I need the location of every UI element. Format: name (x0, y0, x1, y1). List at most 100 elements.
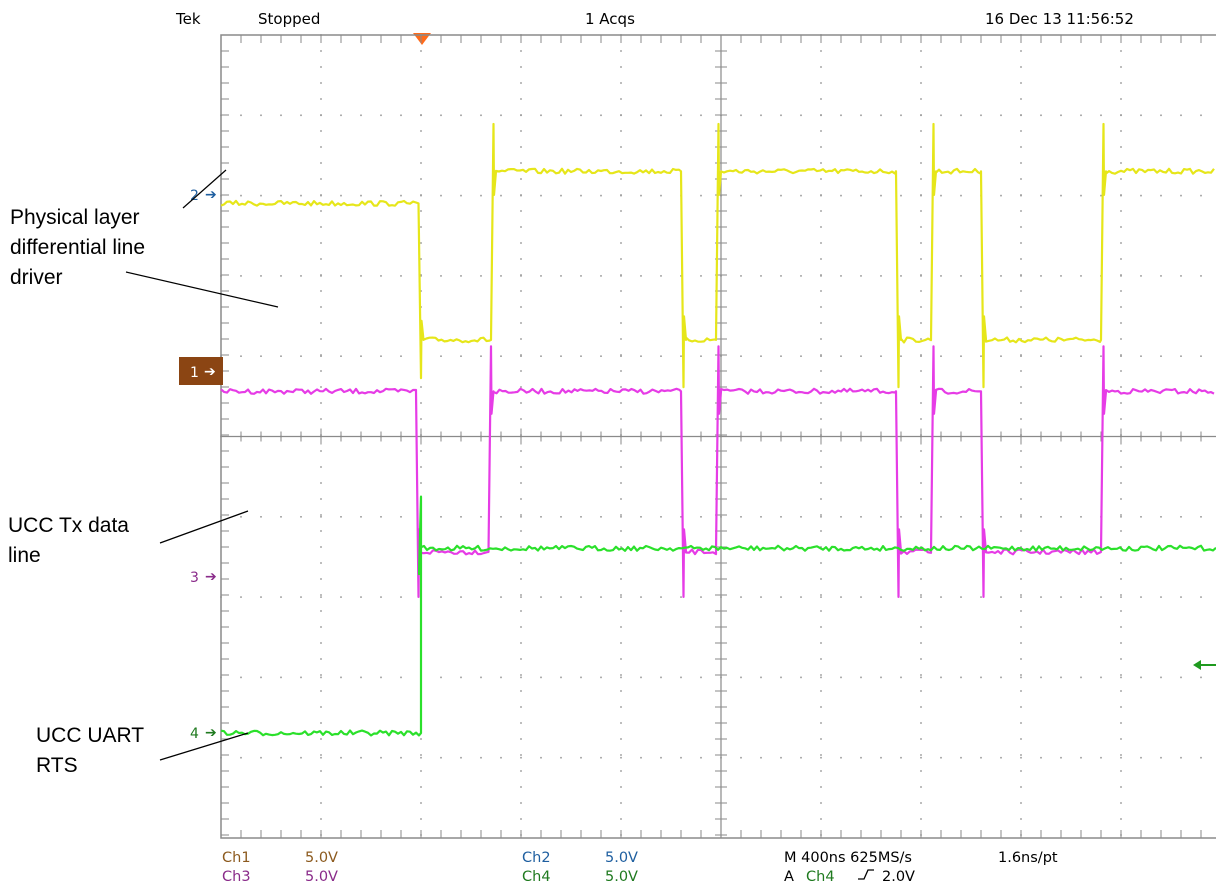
grid-dot (920, 722, 922, 724)
grid-dot (1040, 516, 1042, 518)
grid-dot (1020, 275, 1022, 277)
brand-label: Tek (175, 10, 201, 28)
grid-dot (620, 355, 622, 357)
grid-dot (1180, 275, 1182, 277)
channel-2-marker-label: 2 (190, 188, 199, 204)
grid-dot (520, 178, 522, 180)
grid-dot (620, 674, 622, 676)
grid-dot (440, 756, 442, 759)
grid-dot (920, 530, 922, 532)
grid-dot (740, 676, 742, 679)
grid-dot (520, 594, 522, 596)
grid-dot (420, 82, 422, 84)
grid-dot (520, 322, 522, 324)
grid-dot (1020, 226, 1022, 228)
channel-3-marker[interactable]: 3 ➔ (190, 569, 217, 586)
grid-dot (340, 676, 342, 679)
grid-dot (420, 242, 422, 244)
grid-dot (620, 770, 622, 772)
grid-dot (440, 194, 442, 197)
grid-dot (1020, 466, 1022, 468)
grid-dot (920, 66, 922, 68)
grid-dot (320, 114, 322, 116)
grid-dot (420, 194, 422, 196)
grid-dot (640, 355, 642, 357)
grid-dot (520, 530, 522, 532)
ch3-scale-value: 5.0V (305, 869, 338, 885)
grid-dot (420, 756, 422, 759)
grid-dot (920, 386, 922, 388)
channel-1-marker[interactable]: 1 ➔ (179, 357, 223, 385)
grid-dot (1120, 770, 1122, 772)
grid-dot (400, 756, 402, 759)
grid-dot (1020, 596, 1022, 598)
grid-dot (820, 66, 822, 68)
grid-dot (440, 676, 442, 679)
grid-dot (740, 114, 742, 117)
grid-dot (820, 578, 822, 580)
grid-dot (380, 596, 382, 598)
channel-1-marker-label: 1 (190, 365, 199, 381)
grid-dot (700, 596, 702, 598)
grid-dot (700, 516, 702, 518)
grid-dot (960, 355, 962, 357)
grid-dot (480, 355, 482, 357)
waveform-channel-1 (220, 122, 1215, 389)
grid-dot (620, 802, 622, 804)
grid-dot (280, 114, 282, 117)
grid-dot (420, 418, 422, 420)
grid-dot (620, 642, 622, 644)
grid-dot (320, 146, 322, 148)
grid-dot (320, 562, 322, 564)
grid-dot (920, 596, 922, 598)
grid-dot (660, 194, 662, 197)
grid-dot (1180, 516, 1182, 518)
grid-dot (520, 676, 522, 679)
grid-dot (820, 802, 822, 804)
grid-dot (600, 756, 602, 759)
grid-dot (1040, 355, 1042, 357)
grid-dot (400, 355, 402, 357)
grid-dot (620, 210, 622, 212)
grid-dot (620, 706, 622, 708)
grid-dot (800, 194, 802, 197)
grid-dot (920, 578, 922, 580)
grid-dot (820, 386, 822, 388)
grid-dot (320, 738, 322, 740)
grid-dot (320, 274, 322, 276)
grid-dot (920, 130, 922, 132)
grid-dot (1060, 275, 1062, 277)
grid-dot (920, 770, 922, 772)
grid-dot (620, 226, 622, 228)
grid-dot (1040, 756, 1042, 759)
annotation-line: RTS (36, 754, 78, 777)
channel-4-marker[interactable]: 4 ➔ (190, 725, 217, 742)
grid-dot (1120, 658, 1122, 660)
grid-dot (860, 516, 862, 518)
annotation-physical-layer: Physical layer differential line driver (10, 169, 279, 308)
grid-dot (1080, 355, 1082, 357)
grid-dot (1000, 676, 1002, 679)
grid-dot (880, 516, 882, 518)
grid-dot (1120, 802, 1122, 804)
grid-dot (820, 354, 822, 356)
grid-dot (820, 194, 822, 196)
grid-dot (820, 722, 822, 724)
grid-dot (1140, 596, 1142, 598)
grid-dot (920, 146, 922, 148)
grid-dot (280, 355, 282, 357)
grid-dot (1100, 194, 1102, 197)
grid-dot (820, 466, 822, 468)
channel-4-arrow-icon: ➔ (205, 725, 217, 741)
ch4-scale-label: Ch4 (522, 869, 551, 885)
channel-2-marker[interactable]: 2 ➔ (190, 187, 217, 204)
grid-dot (620, 402, 622, 404)
grid-dot (300, 596, 302, 598)
grid-dot (240, 756, 242, 759)
grid-dot (320, 306, 322, 308)
grid-dot (1020, 306, 1022, 308)
grid-dot (320, 658, 322, 660)
grid-dot (500, 596, 502, 598)
grid-dot (1120, 178, 1122, 180)
grid-dot (900, 355, 902, 357)
